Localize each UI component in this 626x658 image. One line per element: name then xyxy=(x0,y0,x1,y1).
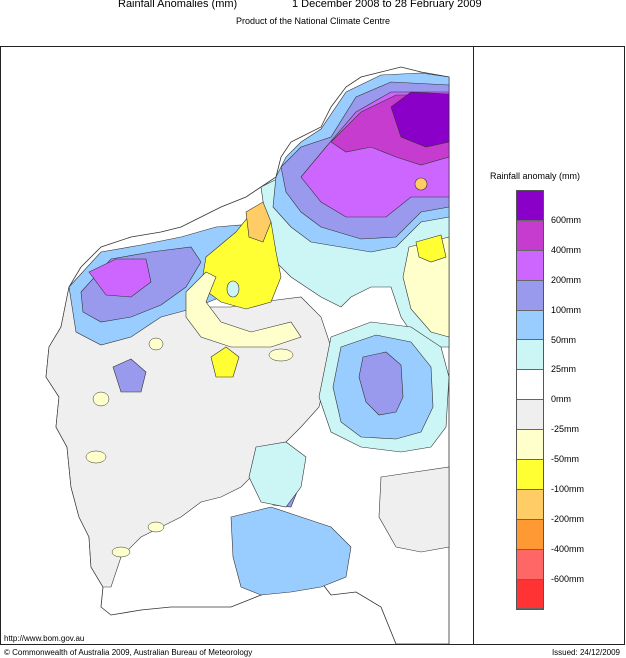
footer-copyright: © Commonwealth of Australia 2009, Austra… xyxy=(4,648,253,657)
legend-swatch xyxy=(517,460,543,490)
region-25mm-south xyxy=(248,441,307,508)
region-minus100-east xyxy=(415,234,447,263)
legend-swatch xyxy=(517,489,543,520)
legend-label: -600mm xyxy=(551,573,585,584)
title-row: Rainfall Anomalies (mm) 1 December 2008 … xyxy=(0,0,626,12)
legend-label: -400mm xyxy=(551,543,585,554)
region-minus100-central xyxy=(210,346,240,378)
map-frame xyxy=(0,46,625,645)
legend-label: 25mm xyxy=(551,364,577,375)
legend-swatch xyxy=(517,519,543,550)
legend-swatch xyxy=(517,549,543,580)
legend-title: Rainfall anomaly (mm) xyxy=(490,171,581,181)
legend-swatch xyxy=(517,250,543,281)
patch-orange-east xyxy=(414,177,428,191)
patch-minus50-d xyxy=(111,546,131,558)
legend-swatch xyxy=(517,310,543,341)
legend-label: -200mm xyxy=(551,513,585,524)
legend-swatch xyxy=(517,340,543,371)
legend-label: -25mm xyxy=(551,424,580,435)
legend-label: -50mm xyxy=(551,454,580,465)
patch-minus50-a xyxy=(92,391,110,407)
legend-swatch xyxy=(517,370,543,401)
region-minus50-east xyxy=(402,236,450,338)
patch-minus50-b xyxy=(85,450,107,464)
region-minus200 xyxy=(245,201,272,243)
footer-issued-date: Issued: 24/12/2009 xyxy=(551,648,620,657)
date-range: 1 December 2008 to 28 February 2009 xyxy=(292,0,482,10)
legend-swatch xyxy=(517,191,543,221)
legend-label: 600mm xyxy=(551,214,582,225)
patch-minus50-f xyxy=(268,348,294,362)
region-minus25 xyxy=(45,274,332,588)
rainfall-anomaly-map xyxy=(45,66,450,644)
legend-swatch xyxy=(517,280,543,311)
region-100mm-central xyxy=(358,351,404,416)
footer-url[interactable]: http://www.bom.gov.au xyxy=(4,634,85,643)
legend-label: -100mm xyxy=(551,484,585,494)
legend-label: 0mm xyxy=(551,394,571,405)
legend-swatch xyxy=(517,430,543,461)
region-200mm-northwest xyxy=(88,258,152,298)
patch-minus50-c xyxy=(148,337,164,351)
legend-swatch xyxy=(517,220,543,251)
region-50mm-south xyxy=(230,506,352,596)
legend-swatch xyxy=(517,400,543,431)
panel-divider xyxy=(473,46,474,645)
map-title: Rainfall Anomalies (mm) xyxy=(118,0,238,10)
legend-label: 400mm xyxy=(551,244,582,255)
region-600mm-north xyxy=(390,91,450,148)
subtitle: Product of the National Climate Centre xyxy=(235,16,391,26)
legend-swatch xyxy=(517,579,543,610)
region-minus25-east xyxy=(378,466,450,553)
region-minus50-pilbara xyxy=(185,271,302,348)
region-100mm-west xyxy=(112,358,147,393)
legend-label: 200mm xyxy=(551,274,582,285)
legend-color-bar xyxy=(516,190,544,611)
patch-cyan-center xyxy=(226,280,240,298)
legend-label: 50mm xyxy=(551,334,577,345)
patch-minus50-e xyxy=(147,521,165,533)
legend-label: 100mm xyxy=(551,304,582,315)
